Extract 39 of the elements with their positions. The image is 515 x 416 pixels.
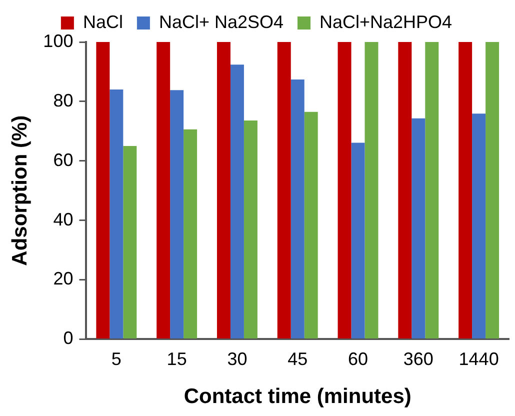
bar: [472, 114, 486, 338]
x-tick-label: 15: [166, 348, 187, 369]
bar: [338, 42, 352, 338]
x-tick-label: 45: [288, 348, 308, 369]
bar: [425, 42, 439, 338]
bar: [486, 42, 500, 338]
bar: [351, 142, 365, 338]
bar: [110, 90, 124, 338]
x-tick-label: 360: [403, 348, 434, 369]
legend-label: NaCl+ Na2SO4: [158, 12, 284, 32]
x-axis-title: Contact time (minutes): [184, 385, 412, 408]
bar: [244, 120, 258, 338]
bar: [290, 79, 304, 338]
y-tick-label: 60: [53, 150, 74, 170]
bar: [458, 42, 472, 338]
y-axis-title: Adsorption (%): [8, 115, 32, 266]
y-tick-label: 100: [43, 30, 74, 51]
bar: [412, 118, 426, 338]
y-tick-label: 40: [53, 209, 74, 230]
bar: [230, 64, 244, 338]
bar: [156, 42, 170, 338]
bar: [96, 42, 110, 338]
bar: [398, 42, 412, 338]
y-tick-label: 80: [53, 90, 74, 110]
x-tick-label: 30: [227, 348, 248, 369]
x-tick-label: 5: [111, 348, 122, 369]
legend-label: NaCl+Na2HPO4: [320, 12, 452, 32]
bar: [304, 112, 318, 338]
bar: [123, 146, 137, 338]
y-tick-label: 20: [53, 268, 74, 289]
bar: [277, 42, 291, 338]
x-tick-label: 60: [348, 348, 368, 369]
x-tick-label: 1440: [458, 348, 499, 369]
bar: [170, 90, 184, 338]
bar: [364, 42, 378, 338]
bar: [184, 129, 198, 338]
y-tick-label: 0: [63, 328, 74, 348]
bar: [216, 42, 230, 338]
legend-label: NaCl: [82, 12, 123, 32]
